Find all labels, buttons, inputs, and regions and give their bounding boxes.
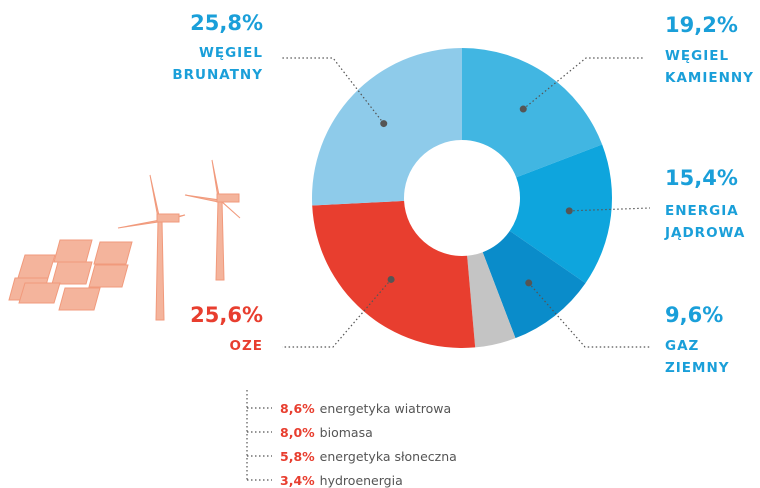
leader-dot: [525, 279, 532, 286]
leader-dot: [380, 120, 387, 127]
breakdown-item: 8,6% energetyka wiatrowa: [280, 401, 451, 416]
leader-dot: [388, 276, 395, 283]
solar-panels: [9, 240, 132, 310]
wind-turbines: [118, 160, 240, 320]
breakdown-value: 5,8%: [280, 449, 315, 464]
leader-dot: [520, 106, 527, 113]
breakdown-name: energetyka wiatrowa: [320, 401, 451, 416]
breakdown-name: biomasa: [320, 425, 373, 440]
leader-dot: [566, 207, 573, 214]
value-label: 9,6%: [665, 303, 723, 327]
slice: [312, 48, 462, 206]
value-label: 19,2%: [665, 13, 738, 37]
breakdown-bracket: [247, 390, 272, 481]
donut: [312, 48, 612, 348]
breakdown: 8,6% energetyka wiatrowa 8,0% biomasa 5,8% en…: [247, 390, 457, 488]
breakdown-value: 8,6%: [280, 401, 315, 416]
category-label: OZE: [230, 338, 264, 354]
illustration: [9, 160, 240, 320]
value-label: 15,4%: [665, 166, 738, 190]
breakdown-item: 3,4% hydroenergia: [280, 473, 403, 488]
breakdown-value: 8,0%: [280, 425, 315, 440]
breakdown-item: 8,0% biomasa: [280, 425, 373, 440]
value-label: 25,6%: [190, 303, 263, 327]
breakdown-name: energetyka słoneczna: [320, 449, 457, 464]
breakdown-value: 3,4%: [280, 473, 315, 488]
chart: 19,2% WĘGIELKAMIENNY 15,4% ENERGIAJĄDROWA 9,…: [0, 0, 760, 488]
slice: [312, 201, 475, 348]
breakdown-item: 5,8% energetyka słoneczna: [280, 449, 457, 464]
value-label: 25,8%: [190, 11, 263, 35]
breakdown-name: hydroenergia: [320, 473, 403, 488]
